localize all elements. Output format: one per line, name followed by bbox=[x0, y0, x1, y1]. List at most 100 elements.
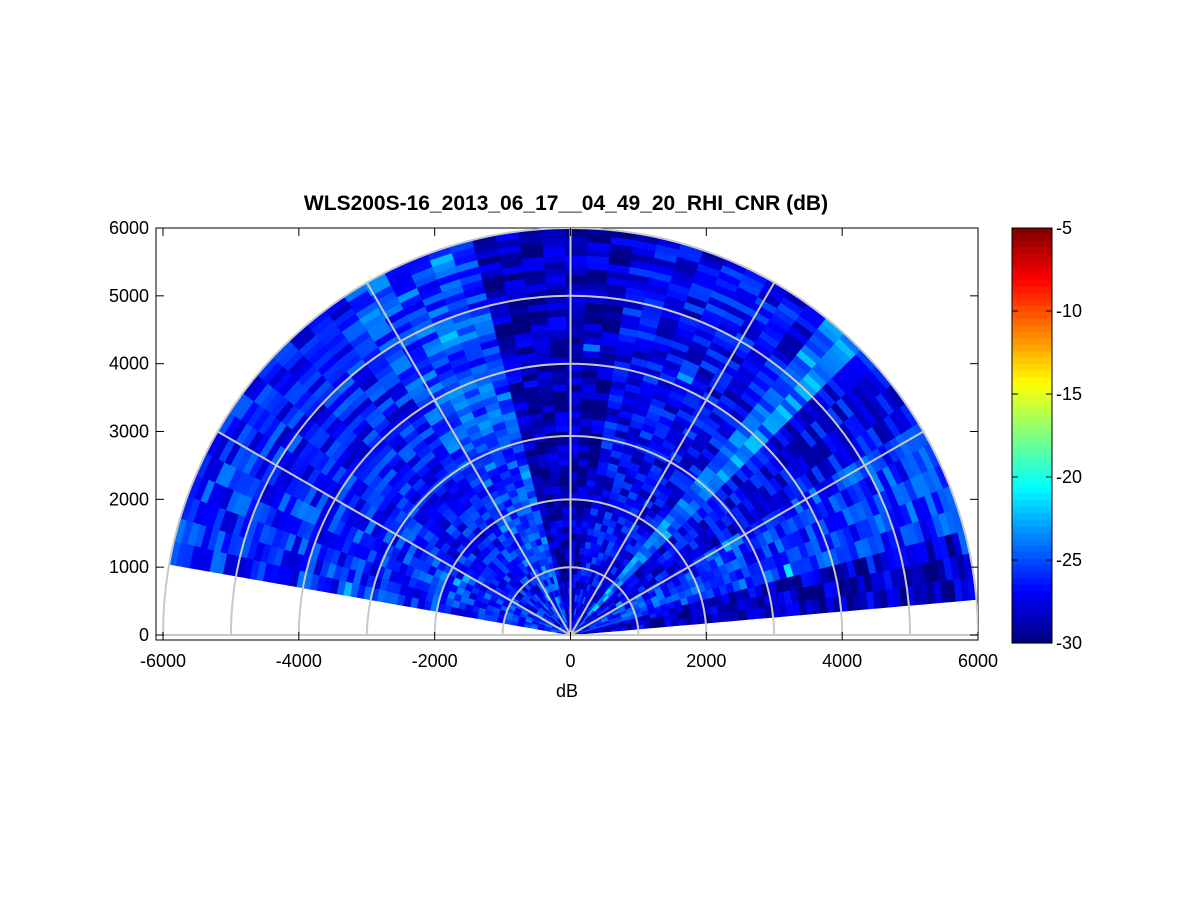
heatmap-cell bbox=[578, 444, 591, 454]
polar-grid-spoke bbox=[365, 281, 572, 636]
heatmap-cell bbox=[544, 281, 567, 291]
heatmap-cell bbox=[541, 234, 566, 243]
polar-grid bbox=[162, 228, 978, 636]
colorbar-swatch bbox=[1012, 565, 1052, 573]
heatmap-cell bbox=[549, 472, 560, 481]
colorbar-swatch bbox=[1012, 435, 1052, 443]
heatmap-cell bbox=[567, 417, 581, 426]
heatmap-cell bbox=[566, 349, 584, 358]
heatmap-cell bbox=[558, 478, 569, 487]
heatmap-cell bbox=[564, 234, 589, 243]
heatmap-cell bbox=[579, 533, 587, 542]
colorbar-swatch bbox=[1012, 558, 1052, 566]
heatmap-cell bbox=[554, 417, 568, 426]
colorbar-swatch bbox=[1012, 325, 1052, 333]
heatmap-cell bbox=[547, 458, 559, 468]
colorbar-swatch bbox=[1012, 416, 1052, 424]
colorbar-swatch bbox=[1012, 377, 1052, 385]
colorbar-swatch bbox=[1012, 266, 1052, 274]
heatmap-cell bbox=[563, 546, 570, 555]
heatmap-cell bbox=[677, 618, 686, 626]
y-tick-label: 6000 bbox=[109, 218, 149, 238]
colorbar-swatch bbox=[1012, 532, 1052, 540]
heatmap-cell bbox=[565, 302, 586, 311]
heatmap-cell bbox=[557, 451, 569, 460]
heatmap-cell bbox=[565, 329, 585, 338]
heatmap-cell bbox=[567, 431, 580, 439]
colorbar-swatch bbox=[1012, 247, 1052, 255]
colorbar-swatch bbox=[1012, 578, 1052, 586]
heatmap-cell bbox=[691, 616, 700, 625]
heatmap-cell bbox=[547, 322, 567, 331]
colorbar-swatch bbox=[1012, 253, 1052, 262]
colorbar-swatch bbox=[1012, 279, 1052, 287]
y-tick-label: 4000 bbox=[109, 354, 149, 374]
colorbar-swatch bbox=[1012, 461, 1052, 469]
colorbar-swatch bbox=[1012, 312, 1052, 320]
heatmap-cell bbox=[551, 376, 568, 386]
heatmap-cell bbox=[545, 445, 558, 454]
heatmap-cell bbox=[549, 342, 567, 352]
heatmap-cell bbox=[564, 261, 588, 270]
heatmap-cell bbox=[578, 438, 591, 447]
colorbar-swatch bbox=[1012, 286, 1052, 294]
y-tick-label: 1000 bbox=[109, 557, 149, 577]
colorbar-swatch bbox=[1012, 403, 1052, 411]
colorbar-swatch bbox=[1012, 448, 1052, 456]
heatmap-cell bbox=[566, 390, 582, 399]
heatmap-cell bbox=[566, 342, 584, 351]
heatmap-cell bbox=[560, 505, 570, 514]
y-tick-label: 5000 bbox=[109, 286, 149, 306]
heatmap-cell bbox=[575, 505, 584, 514]
heatmap-cell bbox=[558, 465, 569, 473]
colorbar-tick-label: -5 bbox=[1056, 218, 1072, 238]
colorbar-swatch bbox=[1012, 351, 1052, 359]
heatmap-cell bbox=[718, 612, 727, 623]
heatmap-cell bbox=[550, 485, 561, 495]
heatmap-cell bbox=[577, 458, 589, 467]
colorbar-swatch bbox=[1012, 422, 1052, 430]
colorbar-swatch bbox=[1012, 429, 1052, 437]
colorbar-swatch bbox=[1012, 467, 1052, 475]
colorbar-swatch bbox=[1012, 604, 1052, 612]
heatmap-cell bbox=[567, 444, 580, 453]
heatmap-cell bbox=[581, 519, 590, 529]
colorbar-swatch bbox=[1012, 636, 1052, 644]
colorbar-frame bbox=[1011, 227, 1053, 644]
colorbar-swatch bbox=[1012, 390, 1052, 398]
colorbar-tick-label: -30 bbox=[1056, 633, 1082, 653]
colorbar-swatch bbox=[1012, 409, 1052, 417]
heatmap-cell bbox=[566, 404, 581, 412]
heatmap-cell bbox=[579, 411, 594, 420]
colorbar-swatch bbox=[1012, 493, 1052, 501]
heatmap-cell bbox=[566, 383, 582, 392]
heatmap-cell bbox=[541, 241, 566, 250]
heatmap-cell bbox=[580, 526, 589, 535]
y-tick-label: 0 bbox=[139, 625, 149, 645]
x-tick-label: 2000 bbox=[686, 651, 726, 671]
heatmap-cell bbox=[547, 315, 567, 325]
colorbar-swatch bbox=[1012, 299, 1052, 307]
heatmap-cell bbox=[565, 268, 587, 277]
heatmap-cell bbox=[580, 383, 597, 393]
heatmap-cell bbox=[561, 512, 570, 521]
colorbar-swatch bbox=[1012, 597, 1052, 605]
axes: -6000 -4000 -2000 0 2000 4000 6000 0 1000 2000 300… bbox=[109, 218, 998, 671]
heatmap-cell bbox=[557, 458, 569, 467]
colorbar: -5 -10 -15 -20 -25 -30 bbox=[1011, 218, 1082, 653]
colorbar-tick-label: -10 bbox=[1056, 301, 1082, 321]
heatmap-cell bbox=[542, 248, 566, 257]
colorbar-swatch bbox=[1012, 552, 1052, 560]
heatmap-cell bbox=[576, 485, 586, 494]
colorbar-swatch bbox=[1012, 487, 1052, 495]
heatmap-cell bbox=[542, 254, 566, 264]
heatmap-cell bbox=[565, 336, 584, 344]
chart-title: WLS200S-16_2013_06_17__04_49_20_RHI_CNR … bbox=[304, 192, 828, 215]
heatmap-cell bbox=[551, 370, 568, 379]
heatmap-cell bbox=[559, 485, 569, 494]
heatmap-cells bbox=[168, 228, 977, 636]
heatmap-cell bbox=[555, 424, 569, 433]
colorbar-swatch bbox=[1012, 364, 1052, 372]
heatmap-cell bbox=[579, 404, 595, 413]
